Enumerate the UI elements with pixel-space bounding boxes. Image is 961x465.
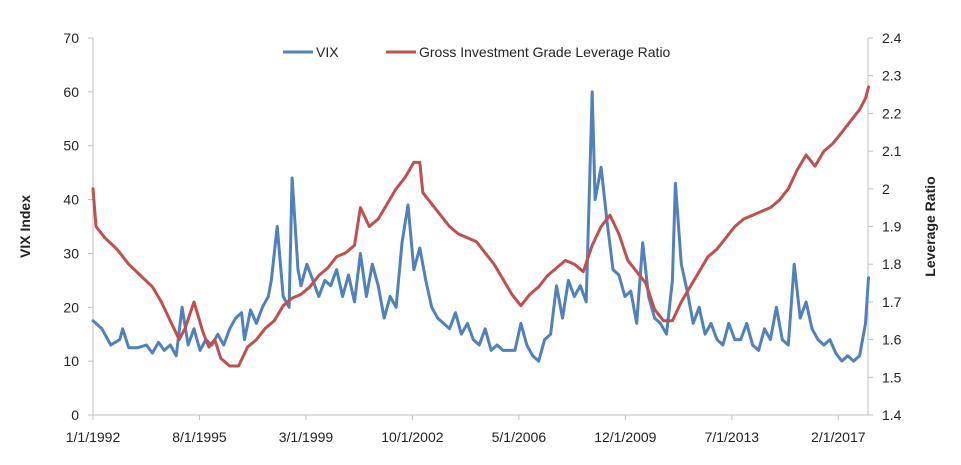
left-tick-label: 30 <box>63 245 79 261</box>
right-axis-ticks: 1.4 1.5 1.6 1.7 1.8 1.9 2 2.1 2.2 2.3 2.4 <box>868 30 902 423</box>
x-tick-label: 8/1/1995 <box>172 429 227 445</box>
leverage-series-line <box>91 85 870 368</box>
left-tick-label: 0 <box>71 407 79 423</box>
x-tick-label: 7/1/2013 <box>705 429 760 445</box>
right-tick-label: 1.9 <box>882 219 902 235</box>
legend-label-leverage: Gross Investment Grade Leverage Ratio <box>419 44 671 60</box>
left-tick-label: 10 <box>63 353 79 369</box>
x-tick-label: 12/1/2009 <box>594 429 656 445</box>
right-tick-label: 2.2 <box>882 105 902 121</box>
x-tick-label: 2/1/2017 <box>811 429 866 445</box>
right-tick-label: 1.6 <box>882 332 902 348</box>
right-tick-label: 2.4 <box>882 30 902 46</box>
right-tick-label: 1.4 <box>882 407 902 423</box>
left-tick-label: 60 <box>63 84 79 100</box>
right-tick-label: 2.3 <box>882 68 902 84</box>
left-tick-label: 20 <box>63 299 79 315</box>
left-tick-label: 70 <box>63 30 79 46</box>
x-axis-ticks: 1/1/1992 8/1/1995 3/1/1999 10/1/2002 5/1/200… <box>66 415 866 445</box>
left-tick-label: 50 <box>63 138 79 154</box>
left-axis-ticks: 0 10 20 30 40 50 60 70 <box>63 30 93 423</box>
series-lines <box>91 85 870 368</box>
right-tick-label: 1.7 <box>882 294 902 310</box>
x-tick-label: 1/1/1992 <box>66 429 121 445</box>
axes <box>92 38 869 416</box>
vix-series-line <box>91 90 870 363</box>
right-tick-label: 2 <box>882 181 890 197</box>
right-tick-label: 2.1 <box>882 143 902 159</box>
right-tick-label: 1.8 <box>882 256 902 272</box>
right-tick-label: 1.5 <box>882 369 902 385</box>
x-tick-label: 3/1/1999 <box>279 429 334 445</box>
legend-label-vix: VIX <box>316 44 339 60</box>
left-tick-label: 40 <box>63 192 79 208</box>
right-axis-title: Leverage Ratio <box>922 176 938 276</box>
x-tick-label: 5/1/2006 <box>492 429 547 445</box>
left-axis-title: VIX Index <box>17 195 33 258</box>
x-tick-label: 10/1/2002 <box>381 429 443 445</box>
legend: VIX Gross Investment Grade Leverage Ratio <box>283 44 671 60</box>
